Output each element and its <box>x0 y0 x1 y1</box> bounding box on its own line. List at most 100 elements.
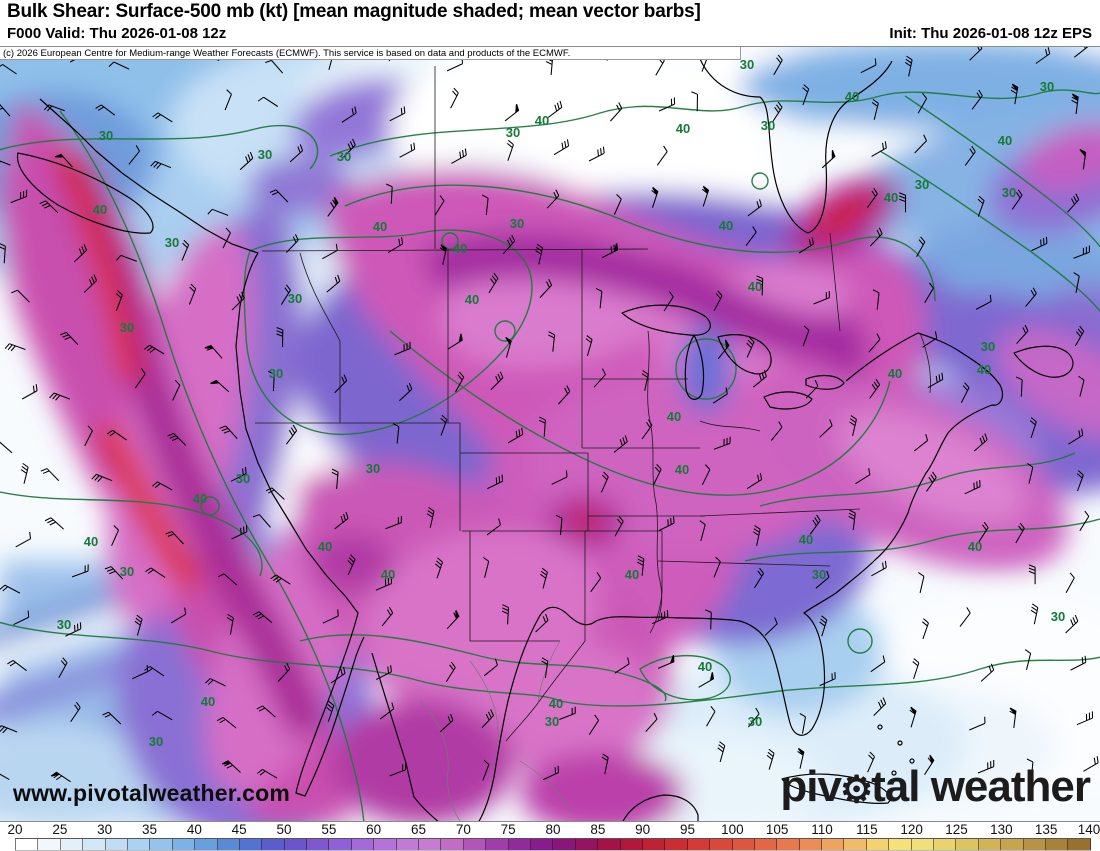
wind-barb <box>558 385 571 405</box>
wind-barb <box>866 187 878 208</box>
color-scale-cell <box>642 839 666 850</box>
contour-value-label: 30 <box>149 734 163 749</box>
color-scale-cell <box>419 839 442 850</box>
color-scale-tick-label: 85 <box>590 822 606 837</box>
wind-barb <box>269 189 289 203</box>
wind-barb <box>151 481 173 491</box>
color-scale-tick-label: 125 <box>945 822 968 837</box>
wind-barb <box>327 196 339 217</box>
wind-barb <box>219 425 238 439</box>
contour-value-label: 40 <box>93 202 107 217</box>
wind-barb <box>1073 272 1080 293</box>
wind-barb <box>341 106 357 123</box>
wind-barb <box>971 89 983 110</box>
wind-barb <box>13 610 30 626</box>
wind-barb <box>165 531 184 545</box>
color-scale-tick-label: 20 <box>7 822 23 837</box>
wind-barb <box>506 139 514 161</box>
wind-barb <box>488 272 499 294</box>
wind-barb <box>285 424 298 445</box>
wind-barb <box>1079 148 1087 170</box>
color-scale-legend: 20 25 30 35 40 45 50 55 60 65 70 75 80 85 90 95 100 105 11… <box>0 822 1100 851</box>
wind-barb <box>602 243 619 259</box>
wind-barb <box>559 706 576 720</box>
wind-barb <box>39 200 59 214</box>
contour-value-label: 40 <box>719 218 733 233</box>
wind-barb <box>745 226 757 247</box>
wind-barb <box>49 392 71 401</box>
color-scale-cell <box>598 839 621 850</box>
wind-barb <box>54 153 73 168</box>
wind-barb <box>764 617 778 636</box>
wind-barb <box>913 434 929 452</box>
page-title: Bulk Shear: Surface-500 mb (kt) [mean ma… <box>7 1 701 22</box>
wind-barb <box>216 716 237 729</box>
wind-barb <box>1025 287 1037 307</box>
wind-barb <box>924 754 935 775</box>
color-scale-cell <box>956 839 979 850</box>
color-scale-tick-label: 90 <box>635 822 651 837</box>
wind-barb <box>752 370 767 388</box>
color-scale-tick-label: 115 <box>856 822 878 837</box>
wind-barb <box>394 341 411 356</box>
wind-barb <box>964 145 976 166</box>
color-scale-cell <box>60 839 84 850</box>
wind-barb <box>270 574 291 585</box>
wind-barb <box>770 421 783 441</box>
color-scale-cell <box>307 839 330 850</box>
wind-barb <box>872 289 880 310</box>
wind-barb <box>766 748 775 770</box>
wind-barb <box>819 672 836 687</box>
wind-barb <box>1067 193 1080 213</box>
wind-barb <box>1030 603 1039 625</box>
wind-barb <box>663 291 674 312</box>
color-scale-tick-label: 70 <box>455 822 471 837</box>
wind-barb <box>871 141 887 157</box>
wind-barbs-layer <box>0 47 1099 783</box>
wind-barb <box>746 472 763 490</box>
wind-barb <box>798 237 814 254</box>
contour-value-label: 40 <box>465 292 479 307</box>
wind-barb <box>446 610 460 630</box>
wind-barb <box>717 339 730 360</box>
wind-barb <box>507 427 524 444</box>
wind-barb <box>969 47 983 61</box>
color-scale-cell <box>150 839 173 850</box>
wind-barb <box>343 138 356 158</box>
wind-barb <box>15 532 32 548</box>
wind-barb <box>231 525 248 540</box>
wind-barb <box>590 572 602 593</box>
wind-barb <box>637 555 645 576</box>
color-scale-tick-label: 105 <box>765 822 789 837</box>
color-scale-tick-label: 55 <box>321 822 337 837</box>
copyright-notice: (c) 2026 European Centre for Medium-rang… <box>0 47 741 60</box>
contour-value-label: 30 <box>366 461 380 476</box>
wind-barb <box>1028 564 1036 585</box>
contour-value-label: 30 <box>545 714 559 729</box>
wind-barb <box>747 707 760 728</box>
wind-barb <box>918 572 925 594</box>
wind-barb <box>265 487 285 500</box>
wind-barb <box>542 765 560 781</box>
color-scale-cell <box>38 839 61 850</box>
wind-barb <box>1024 649 1032 671</box>
wind-barb <box>134 368 146 389</box>
contour-value-label: 40 <box>535 113 549 128</box>
wind-barb <box>257 96 279 107</box>
wind-barb <box>134 614 143 636</box>
wind-barb <box>819 615 828 637</box>
wind-barb <box>1027 462 1034 484</box>
contour-value-label: 30 <box>1051 609 1065 624</box>
wind-barb <box>601 753 609 775</box>
contour-value-label: 30 <box>120 320 134 335</box>
wind-barb <box>547 100 563 118</box>
wind-barb <box>455 371 465 393</box>
wind-barb <box>217 573 238 586</box>
color-scale-cell <box>463 839 487 850</box>
wind-barb <box>239 151 254 171</box>
wind-barb <box>482 759 490 781</box>
shear-map-image: 30 40 30 30 30 30 40 30 30 30 40 40 30 30 30 40 40 40 40 30… <box>0 47 1100 821</box>
wind-barb <box>701 185 710 207</box>
color-scale-cell <box>239 839 263 850</box>
wind-barb <box>91 473 113 482</box>
